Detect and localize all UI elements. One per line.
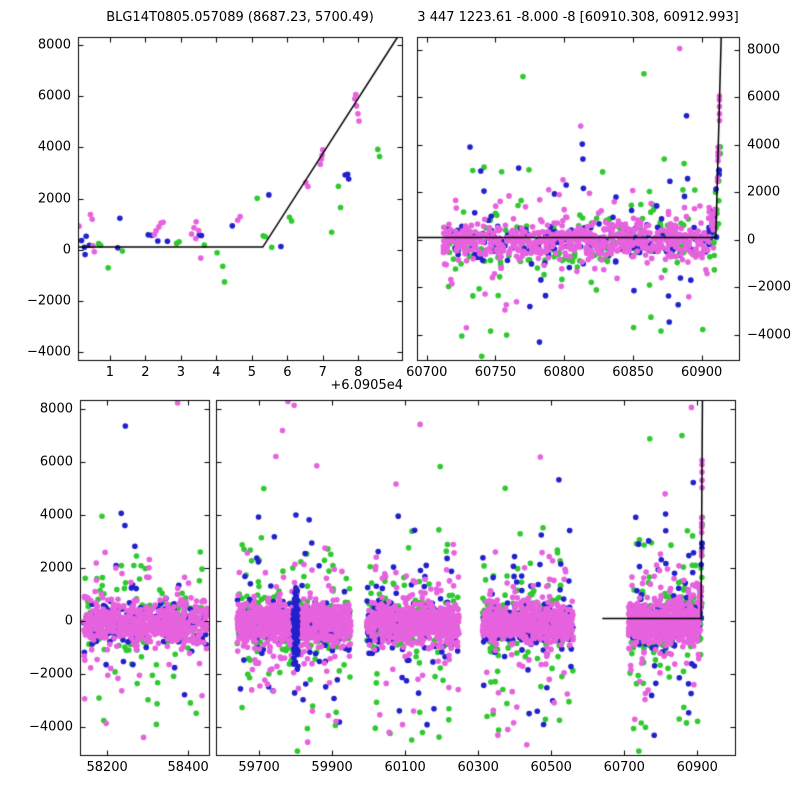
x-tick-label: 60300 bbox=[457, 760, 499, 775]
x-tick-label: 60850 bbox=[612, 365, 654, 380]
y-tick-label: 4000 bbox=[39, 507, 73, 523]
x-tick-label: 6 bbox=[283, 365, 292, 380]
x-tick-label: 8 bbox=[354, 365, 363, 380]
y-tick-label: 2000 bbox=[37, 191, 71, 206]
y-tick-label: −2000 bbox=[29, 666, 73, 682]
subplot-title-left: BLG14T0805.057089 (8687.23, 5700.49) bbox=[106, 10, 374, 25]
y-tick-label: 8000 bbox=[37, 37, 71, 53]
x-tick-label: 4 bbox=[212, 365, 221, 380]
x-tick-label: 58200 bbox=[86, 760, 128, 775]
subplot-title-right: 3 447 1223.61 -8.000 -8 [60910.308, 6091… bbox=[417, 10, 739, 25]
y-tick-label: −4000 bbox=[29, 719, 73, 735]
x-tick-label: 1 bbox=[105, 365, 115, 380]
y-tick-label: −2000 bbox=[27, 293, 71, 309]
x-tick-label: 5 bbox=[247, 365, 256, 380]
x-tick-label: 60900 bbox=[680, 365, 723, 380]
y-tick-label: 0 bbox=[64, 613, 73, 629]
x-tick-label: 2 bbox=[141, 365, 150, 380]
y-tick-label: 6000 bbox=[39, 454, 73, 470]
x-axis-offset-label: +6.0905e4 bbox=[330, 378, 403, 393]
y-tick-label: 8000 bbox=[747, 42, 781, 58]
y-tick-label: 6000 bbox=[747, 89, 781, 105]
x-tick-label: 59900 bbox=[311, 760, 353, 775]
x-tick-label: 60900 bbox=[676, 760, 718, 775]
y-tick-label: 0 bbox=[62, 242, 71, 258]
y-tick-label: 8000 bbox=[39, 401, 73, 417]
x-tick-label: 60700 bbox=[406, 365, 448, 380]
x-tick-label: 60100 bbox=[384, 760, 426, 775]
y-tick-label: 4000 bbox=[747, 137, 781, 153]
x-tick-label: 7 bbox=[318, 365, 327, 380]
y-tick-label: 0 bbox=[747, 232, 756, 248]
x-tick-label: 60500 bbox=[530, 760, 572, 775]
y-tick-label: −2000 bbox=[747, 279, 791, 295]
x-tick-label: 60750 bbox=[474, 365, 517, 380]
x-tick-label: 3 bbox=[176, 365, 186, 380]
y-tick-label: 2000 bbox=[39, 560, 73, 576]
x-tick-label: 58400 bbox=[167, 760, 209, 775]
y-tick-label: −4000 bbox=[27, 344, 71, 360]
y-tick-label: −4000 bbox=[747, 327, 791, 343]
y-tick-label: 2000 bbox=[747, 184, 781, 200]
y-tick-label: 6000 bbox=[37, 88, 71, 104]
x-tick-label: 59700 bbox=[238, 760, 280, 775]
y-tick-label: 4000 bbox=[37, 139, 71, 155]
x-tick-label: 60700 bbox=[603, 760, 645, 775]
x-tick-label: 60800 bbox=[543, 365, 585, 380]
